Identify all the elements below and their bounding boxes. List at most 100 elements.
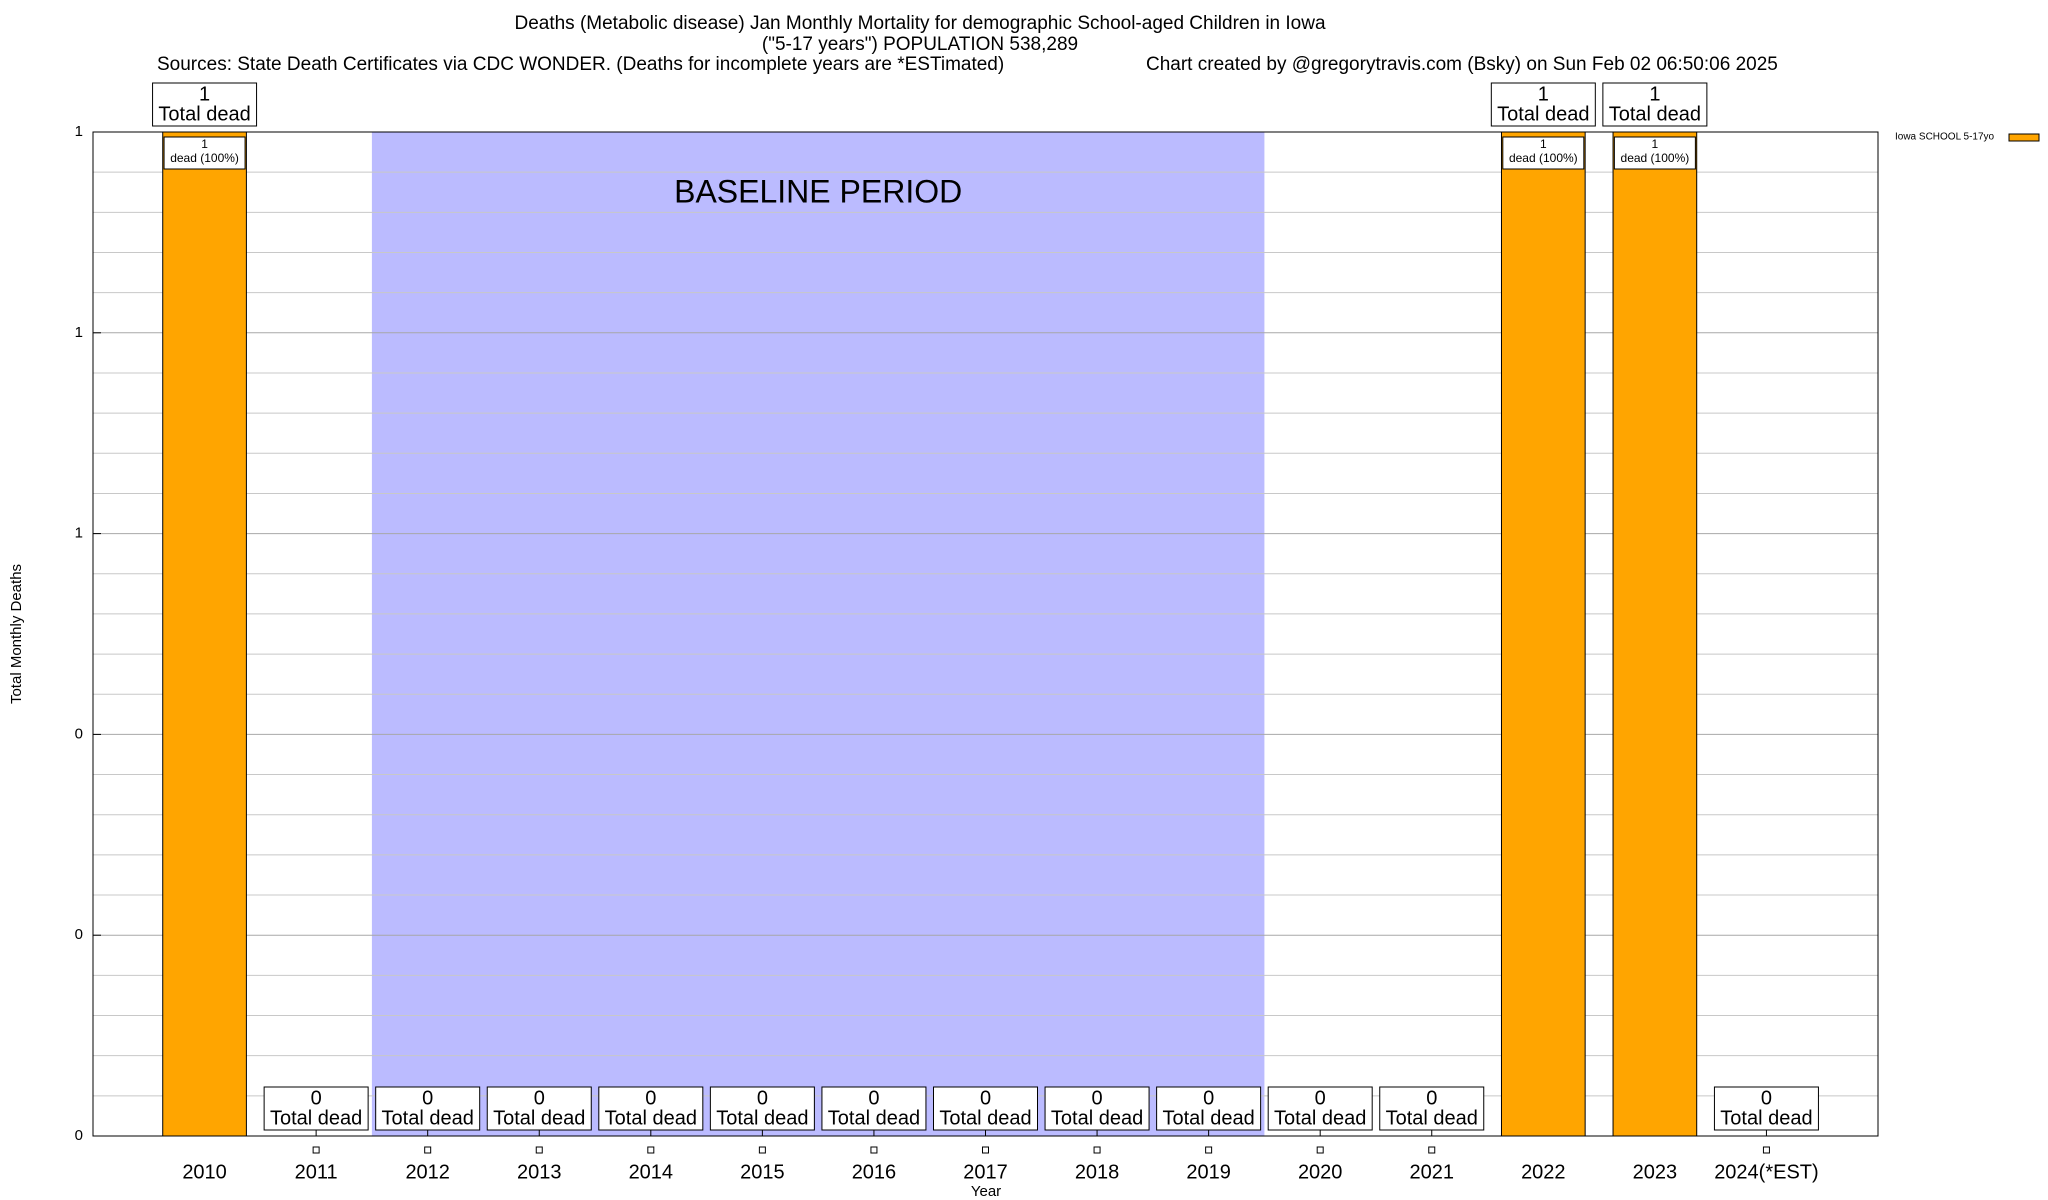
y-tick-label: 0 (75, 1127, 83, 1144)
zero-marker (1093, 1146, 1101, 1154)
total-value-label: 0 (868, 1087, 879, 1109)
total-value-label: 1 (199, 83, 210, 105)
total-value-label: 0 (311, 1087, 322, 1109)
total-label: Total dead (1162, 1107, 1254, 1129)
total-value-label: 0 (980, 1087, 991, 1109)
legend-label: Iowa SCHOOL 5-17yo (1895, 132, 1995, 143)
share-label-box (1502, 136, 1585, 170)
x-tick-label: 2020 (1298, 1161, 1343, 1183)
total-label: Total dead (382, 1107, 474, 1129)
bar (162, 131, 247, 1137)
total-label-box (1267, 1086, 1373, 1131)
total-label: Total dead (270, 1107, 362, 1129)
y-tick-label: 0 (75, 725, 83, 742)
total-label: Total dead (493, 1107, 585, 1129)
y-tick-label: 1 (75, 123, 83, 140)
total-value-label: 1 (1649, 83, 1660, 105)
baseline-label: BASELINE PERIOD (674, 173, 962, 209)
total-label-box (152, 82, 258, 127)
total-label: Total dead (158, 103, 250, 125)
total-value-label: 0 (1315, 1087, 1326, 1109)
chart-subtitle: ("5-17 years") POPULATION 538,289 (762, 34, 1078, 55)
zero-marker (1428, 1146, 1436, 1154)
total-label-box (1602, 82, 1708, 127)
total-label: Total dead (1720, 1107, 1812, 1129)
total-label: Total dead (1274, 1107, 1366, 1129)
zero-marker (1316, 1146, 1324, 1154)
x-tick-label: 2017 (963, 1161, 1008, 1183)
x-tick-label: 2024(*EST) (1714, 1161, 1819, 1183)
share-value-label: 1 (1652, 137, 1659, 151)
zero-marker (1762, 1146, 1770, 1154)
total-label-box (709, 1086, 815, 1131)
total-label: Total dead (939, 1107, 1031, 1129)
share-value-label: 1 (1540, 137, 1547, 151)
total-value-label: 0 (1426, 1087, 1437, 1109)
total-label-box (598, 1086, 704, 1131)
legend-swatch (2008, 133, 2040, 142)
share-label-box (163, 136, 246, 170)
total-label-box (375, 1086, 481, 1131)
total-label-box (933, 1086, 1038, 1131)
total-value-label: 0 (645, 1087, 656, 1109)
total-value-label: 0 (1203, 1087, 1214, 1109)
zero-marker (758, 1146, 766, 1154)
total-label: Total dead (605, 1107, 697, 1129)
y-tick-label: 0 (75, 926, 83, 943)
x-tick-label: 2022 (1521, 1161, 1566, 1183)
total-label-box (1044, 1086, 1150, 1131)
x-tick-label: 2021 (1410, 1161, 1455, 1183)
total-label: Total dead (1051, 1107, 1143, 1129)
total-label-box (1490, 82, 1596, 127)
y-tick-label: 1 (75, 324, 83, 341)
total-label: Total dead (1609, 103, 1701, 125)
zero-marker (647, 1146, 655, 1154)
total-label: Total dead (1497, 103, 1589, 125)
baseline-region (371, 132, 1265, 1136)
chart-title: Deaths (Metabolic disease) Jan Monthly M… (514, 13, 1325, 34)
plot-frame (92, 131, 1879, 1137)
total-value-label: 0 (534, 1087, 545, 1109)
zero-marker (1205, 1146, 1213, 1154)
total-label-box (263, 1086, 369, 1131)
total-value-label: 0 (422, 1087, 433, 1109)
total-label: Total dead (716, 1107, 808, 1129)
total-value-label: 0 (757, 1087, 768, 1109)
total-value-label: 0 (1092, 1087, 1103, 1109)
x-axis-label: Year (971, 1183, 1001, 1200)
total-label: Total dead (1386, 1107, 1478, 1129)
x-tick-label: 2011 (295, 1161, 338, 1183)
total-label-box (821, 1086, 927, 1131)
zero-marker (424, 1146, 432, 1154)
total-label-box (1713, 1086, 1819, 1131)
credit: Chart created by @gregorytravis.com (Bsk… (1146, 54, 1778, 75)
x-tick-label: 2023 (1633, 1161, 1678, 1183)
x-tick-label: 2014 (629, 1161, 674, 1183)
share-label-box (1613, 136, 1696, 170)
total-label-box (486, 1086, 592, 1131)
share-label: dead (100%) (1509, 151, 1578, 165)
share-label: dead (100%) (170, 151, 239, 165)
total-value-label: 1 (1538, 83, 1549, 105)
y-tick-label: 1 (75, 525, 83, 542)
zero-marker (982, 1146, 989, 1154)
share-value-label: 1 (201, 137, 208, 151)
zero-marker (870, 1146, 878, 1154)
x-tick-label: 2018 (1075, 1161, 1120, 1183)
x-tick-label: 2019 (1186, 1161, 1231, 1183)
zero-marker (312, 1146, 320, 1154)
bar (1500, 131, 1586, 1137)
y-axis-label: Total Monthly Deaths (8, 564, 25, 704)
x-tick-label: 2013 (517, 1161, 562, 1183)
x-tick-label: 2015 (740, 1161, 785, 1183)
total-label-box (1156, 1086, 1262, 1131)
total-value-label: 0 (1761, 1087, 1772, 1109)
total-label: Total dead (828, 1107, 920, 1129)
x-tick-label: 2012 (405, 1161, 450, 1183)
x-tick-label: 2010 (182, 1161, 227, 1183)
sources: Sources: State Death Certificates via CD… (157, 54, 1004, 75)
zero-marker (535, 1146, 543, 1154)
total-label-box (1379, 1086, 1485, 1131)
